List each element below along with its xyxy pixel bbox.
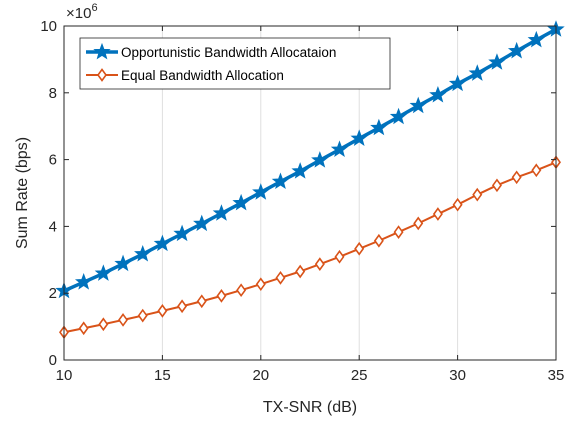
ticks-group: 10 15 20 25 30 35 0 2 4 6 8 10 (40, 18, 564, 384)
star-marker (330, 140, 349, 157)
diamond-marker (236, 283, 247, 298)
star-marker (232, 193, 250, 211)
diamond-marker (314, 257, 325, 272)
star-marker (311, 151, 329, 168)
diamond-marker (177, 299, 188, 314)
y-tick-label: 0 (49, 352, 57, 369)
diamond-marker (354, 241, 365, 256)
diamond-marker (531, 163, 542, 178)
diamond-marker (491, 178, 502, 193)
diamond-marker (118, 313, 129, 327)
plot-frame (63, 25, 557, 361)
diamond-marker (472, 187, 483, 202)
diamond-marker (295, 264, 306, 279)
legend-box (79, 37, 391, 90)
star-marker (94, 264, 113, 281)
star-marker (468, 64, 486, 81)
diamond-marker (452, 197, 463, 212)
diamond-marker (137, 308, 148, 323)
star-marker (350, 129, 368, 146)
star-marker (212, 204, 231, 221)
star-marker (74, 273, 93, 290)
diamond-marker (334, 249, 345, 264)
diamond-marker (196, 294, 207, 309)
diamond-marker (393, 225, 404, 239)
diamond-marker (97, 68, 107, 82)
legend-label: Equal Bandwidth Allocation (121, 68, 284, 83)
star-marker (370, 118, 388, 136)
diamond-marker (216, 289, 227, 303)
x-tick-label: 35 (548, 367, 565, 384)
diamond-marker (413, 216, 424, 231)
star-marker (448, 74, 467, 92)
y-multiplier: ×106 (66, 2, 98, 22)
y-tick-label: 4 (49, 218, 57, 235)
y-axis-label: Sum Rate (bps) (14, 137, 31, 249)
star-marker (153, 234, 172, 252)
series-2 (59, 155, 561, 340)
star-marker (527, 30, 546, 48)
series-1 (55, 20, 565, 299)
diamond-marker (98, 317, 109, 332)
star-marker (114, 254, 132, 272)
x-tick-label: 30 (449, 367, 466, 384)
star-marker (507, 41, 526, 59)
star-marker (134, 244, 152, 262)
diamond-marker (275, 270, 286, 285)
star-marker (488, 53, 506, 70)
legend-item: Equal Bandwidth Allocation (86, 68, 284, 83)
y-tick-label: 10 (40, 18, 57, 35)
star-marker (291, 162, 309, 179)
star-marker (271, 172, 290, 190)
star-marker (252, 183, 270, 200)
star-marker (193, 214, 211, 232)
x-tick-label: 10 (56, 367, 73, 384)
diamond-marker (78, 321, 89, 336)
legend-item: Opportunistic Bandwidth Allocataion (86, 42, 336, 60)
star-marker (429, 85, 447, 103)
x-axis-label: TX-SNR (dB) (263, 399, 357, 416)
legend-label: Opportunistic Bandwidth Allocataion (121, 45, 336, 60)
diamond-marker (511, 170, 522, 185)
y-tick-label: 2 (49, 285, 57, 302)
legend: Opportunistic Bandwidth Allocataion Equal… (79, 37, 391, 90)
x-tick-label: 15 (154, 367, 171, 384)
y-tick-label: 8 (49, 85, 57, 102)
star-marker (93, 42, 111, 60)
series-group (55, 20, 565, 340)
star-marker (409, 96, 427, 114)
diamond-marker (373, 233, 384, 248)
diamond-marker (432, 207, 443, 221)
star-marker (173, 224, 191, 242)
diamond-marker (255, 277, 266, 292)
x-tick-label: 25 (351, 367, 368, 384)
diamond-marker (157, 304, 168, 318)
x-tick-label: 20 (252, 367, 269, 384)
star-marker (389, 107, 408, 125)
y-tick-label: 6 (49, 152, 57, 169)
